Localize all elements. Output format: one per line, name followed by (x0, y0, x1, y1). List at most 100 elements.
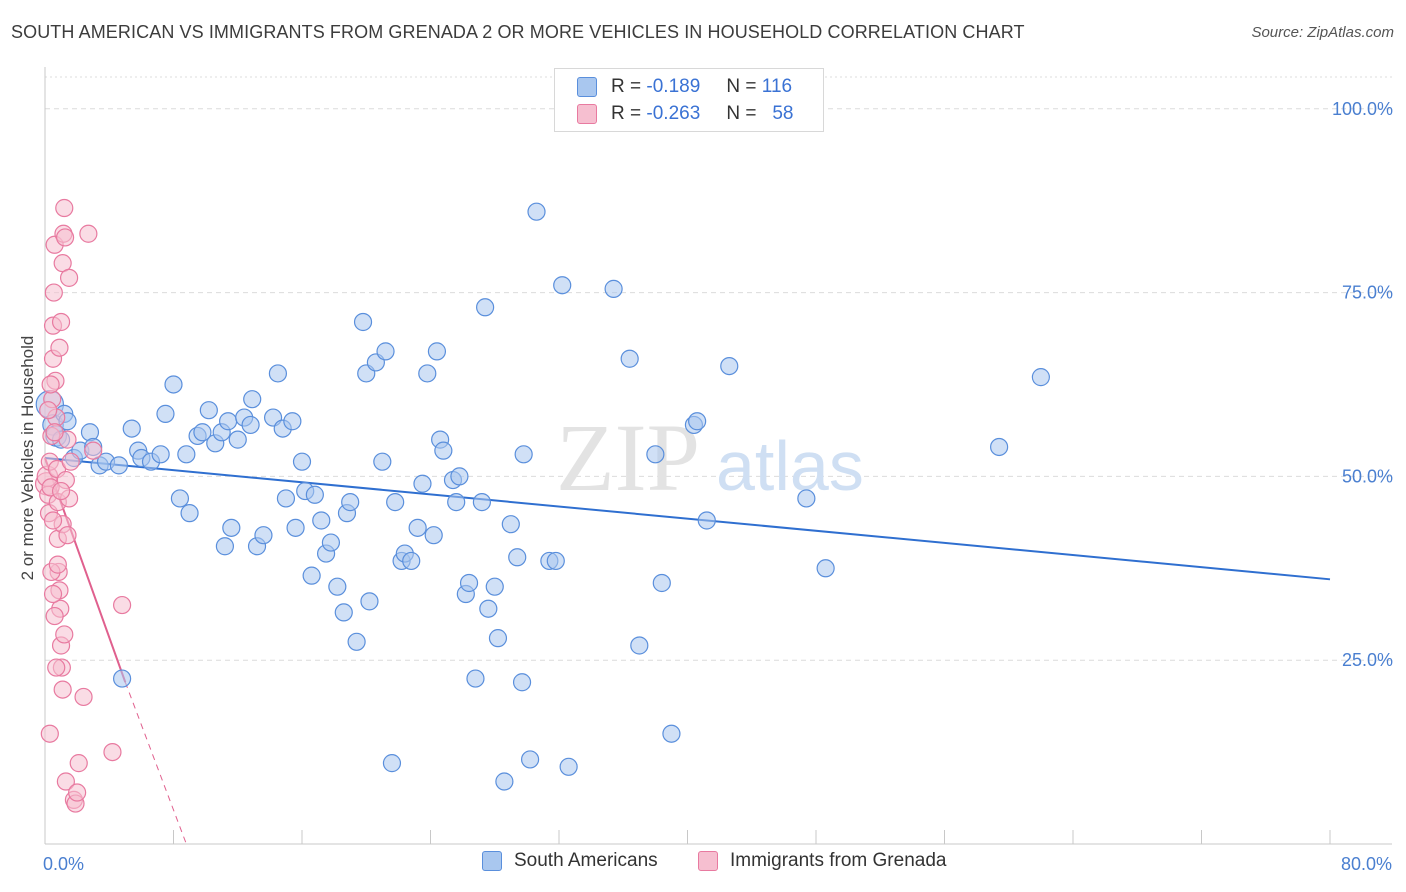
point-grenada (84, 441, 103, 460)
trendline-south-americans (44, 457, 1331, 581)
point-south-americans (720, 356, 739, 376)
point-south-americans (990, 437, 1009, 457)
point-grenada (51, 312, 71, 332)
correlation-legend: R = -0.189 N = 116 R = -0.263 N = 58 (554, 68, 824, 132)
point-south-americans (479, 599, 498, 618)
point-south-americans (312, 511, 331, 530)
legend-n-value: 58 (772, 103, 794, 124)
series-legend-south-americans: South Americans (482, 850, 658, 872)
legend-r-label: R = (611, 103, 642, 124)
point-south-americans (495, 772, 514, 791)
point-south-americans (321, 533, 341, 552)
point-south-americans (630, 636, 649, 655)
series-legend-grenada: Immigrants from Grenada (698, 850, 946, 872)
grid (45, 76, 1392, 661)
legend-n-value: 116 (761, 76, 793, 97)
pink-swatch-icon (698, 851, 718, 871)
point-south-americans (268, 364, 288, 383)
point-south-americans (193, 423, 212, 442)
point-grenada (47, 658, 66, 677)
x-tick-label: 0.0% (43, 854, 84, 874)
series-legend-label: South Americans (514, 850, 658, 871)
point-south-americans (797, 489, 816, 508)
point-south-americans (434, 441, 453, 460)
point-south-americans (199, 401, 218, 420)
point-south-americans (283, 412, 302, 431)
point-grenada (56, 772, 75, 791)
legend-n-label: N = (726, 76, 757, 97)
point-grenada (61, 452, 80, 471)
point-south-americans (546, 551, 565, 571)
point-south-americans (488, 629, 508, 648)
point-grenada (40, 724, 59, 743)
point-grenada (44, 283, 63, 302)
point-south-americans (604, 279, 623, 298)
point-south-americans (646, 445, 665, 464)
point-grenada (58, 526, 77, 545)
point-south-americans (276, 489, 296, 508)
data-points (34, 198, 1050, 813)
point-south-americans (341, 493, 360, 512)
point-south-americans (292, 452, 312, 471)
blue-swatch-icon (577, 77, 597, 97)
point-south-americans (376, 342, 395, 361)
point-south-americans (450, 467, 469, 486)
point-south-americans (527, 202, 546, 221)
point-south-americans (662, 724, 681, 743)
point-south-americans (1031, 368, 1050, 387)
point-south-americans (241, 415, 260, 435)
point-grenada (59, 268, 79, 287)
point-grenada (69, 754, 88, 773)
point-south-americans (177, 445, 196, 464)
point-grenada (53, 680, 72, 699)
point-south-americans (353, 312, 373, 332)
y-axis-title: 2 or more Vehicles in Household (18, 336, 37, 581)
point-south-americans (328, 577, 347, 596)
point-south-americans (559, 757, 578, 776)
point-grenada (68, 783, 87, 802)
y-tick-label: 75.0% (1342, 283, 1393, 303)
legend-r-value: -0.189 (646, 76, 701, 97)
point-south-americans (222, 518, 241, 537)
point-south-americans (243, 390, 262, 409)
point-south-americans (112, 669, 132, 688)
point-grenada (45, 606, 64, 626)
point-south-americans (424, 526, 443, 545)
point-south-americans (418, 364, 437, 383)
point-grenada (55, 625, 74, 644)
legend-n-label: N = (726, 103, 757, 124)
point-grenada (45, 423, 64, 442)
point-grenada (55, 198, 74, 218)
point-south-americans (688, 412, 707, 431)
point-grenada (41, 375, 60, 394)
axis-labels: 25.0% 50.0% 75.0% 100.0% 0.0% 80.0% 2 or more … (18, 99, 1393, 874)
point-south-americans (215, 537, 234, 556)
point-south-americans (697, 511, 716, 530)
chart-title: SOUTH AMERICAN VS IMMIGRANTS FROM GRENAD… (11, 22, 1025, 42)
y-tick-label: 100.0% (1332, 99, 1393, 119)
point-south-americans (156, 404, 175, 423)
legend-r-label: R = (611, 76, 642, 97)
point-south-americans (501, 515, 520, 534)
point-south-americans (382, 754, 402, 773)
point-grenada (74, 687, 93, 707)
point-grenada (43, 511, 63, 530)
series-legend-label: Immigrants from Grenada (730, 850, 947, 871)
point-south-americans (447, 493, 466, 512)
point-grenada (112, 595, 132, 615)
trend-lines (44, 457, 1331, 845)
legend-row-south-americans: R = -0.189 N = 116 (577, 74, 792, 100)
y-tick-label: 25.0% (1342, 650, 1393, 670)
blue-swatch-icon (482, 851, 502, 871)
legend-row-grenada: R = -0.263 N = 58 (577, 101, 793, 127)
point-south-americans (180, 504, 199, 523)
point-grenada (50, 338, 69, 357)
point-south-americans (360, 592, 379, 611)
point-south-americans (816, 559, 835, 578)
point-south-americans (520, 750, 540, 769)
point-south-americans (302, 566, 321, 585)
point-grenada (43, 584, 63, 604)
point-south-americans (219, 412, 238, 431)
point-south-americans (508, 548, 527, 567)
